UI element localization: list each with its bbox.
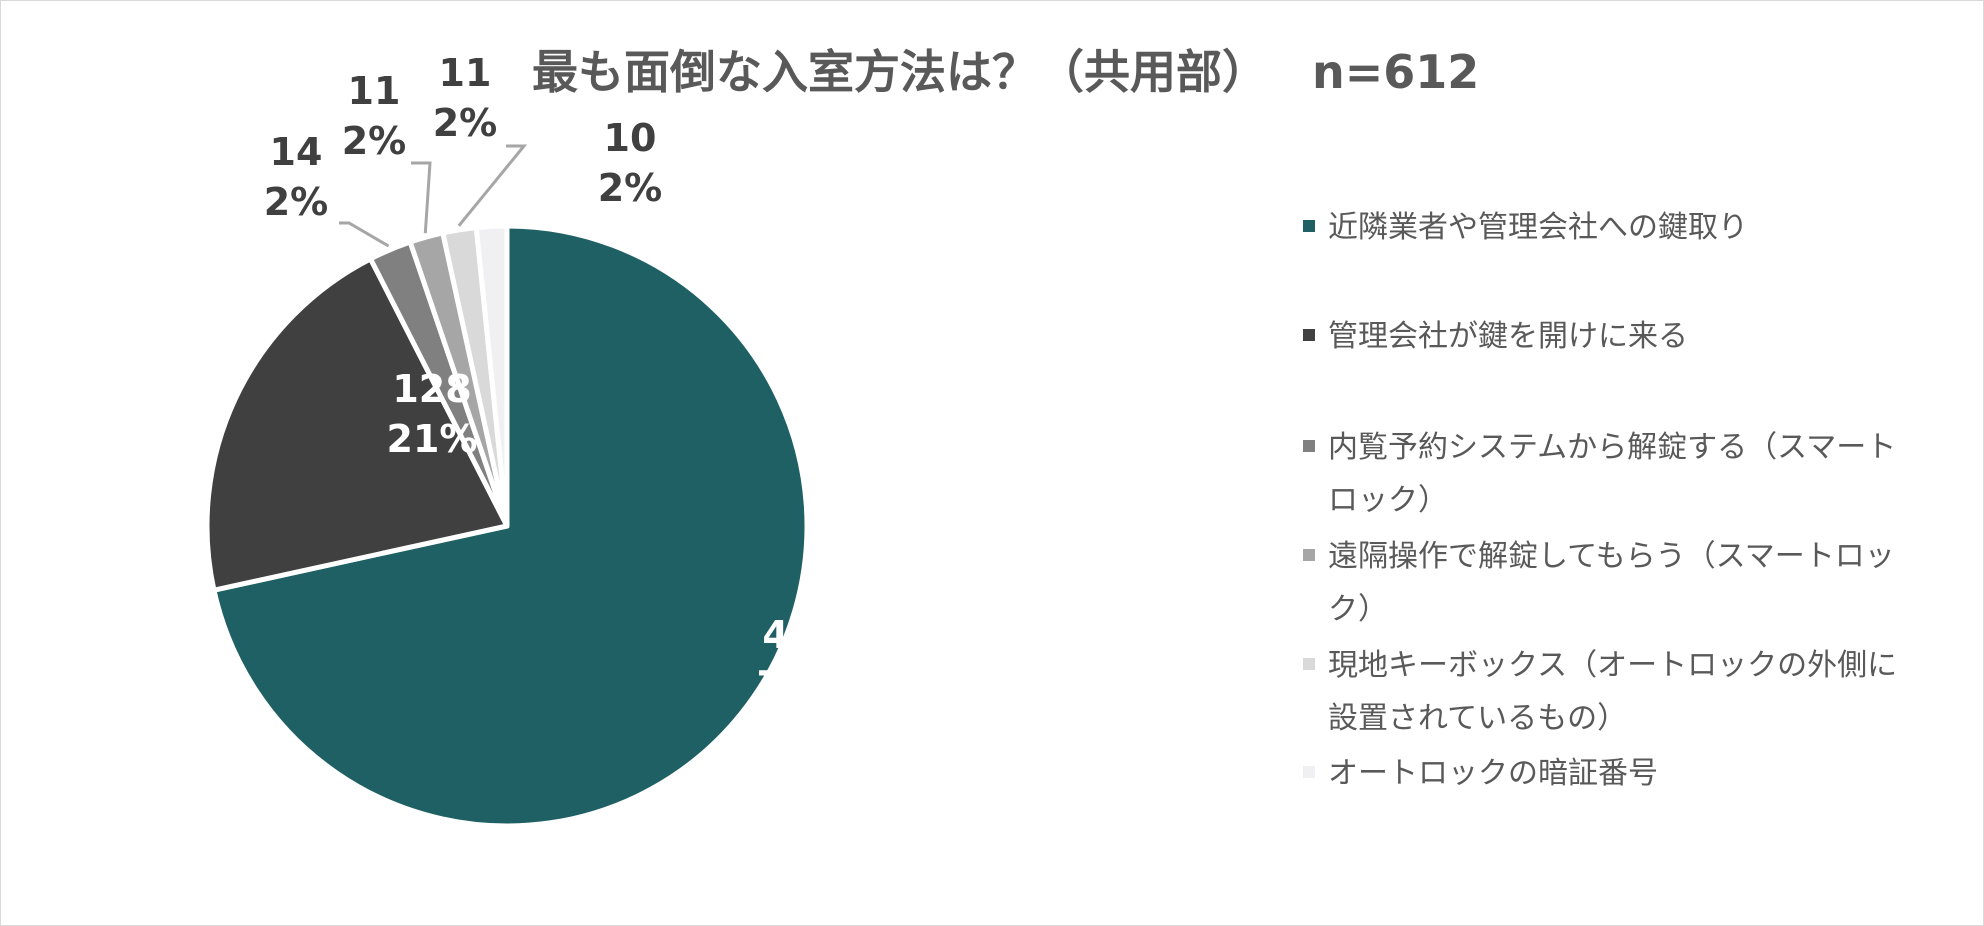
chart-title: 最も面倒な入室方法は？（共用部） (532, 45, 1268, 99)
slice-percent-label-4: 2% (342, 119, 407, 163)
legend-label-1-line-1: 近隣業者や管理会社への鍵取り (1328, 210, 1748, 245)
pie-slices (204, 223, 810, 829)
legend-label-3-line-1: 内覧予約システムから解錠する（スマート (1328, 430, 1896, 465)
slice-value-label-6: 10 (604, 116, 657, 160)
legend-label-3-line-2: ロック） (1328, 483, 1448, 518)
chart-sample-size: n=612 (1312, 45, 1479, 99)
legend-swatch-1 (1303, 220, 1315, 232)
legend-swatch-4 (1303, 549, 1315, 561)
legend-label-4-line-2: ク） (1328, 592, 1388, 627)
legend-label-5-line-1: 現地キーボックス（オートロックの外側に (1328, 648, 1897, 683)
slice-percent-label-1: 71% (757, 663, 848, 707)
legend-swatch-6 (1303, 766, 1315, 778)
slice-value-label-5: 11 (439, 51, 492, 95)
data-labels: 438 71% 128 21% 14 2% 11 2% 11 2% 10 2% (264, 51, 848, 707)
slice-percent-label-2: 21% (387, 417, 478, 461)
legend-swatch-3 (1303, 440, 1315, 452)
slice-value-label-2: 128 (392, 367, 471, 411)
slice-percent-label-3: 2% (264, 180, 329, 224)
legend-label-5-line-2: 設置されているもの） (1328, 701, 1627, 736)
legend-label-4-line-1: 遠隔操作で解錠してもらう（スマートロッ (1328, 539, 1895, 574)
legend-swatch-2 (1303, 329, 1315, 341)
legend-swatch-5 (1303, 658, 1315, 670)
pie-slice-6 (473, 223, 510, 529)
leader-line-5 (457, 144, 528, 227)
legend: 近隣業者や管理会社への鍵取り管理会社が鍵を開けに来る内覧予約システムから解錠する… (1303, 210, 1897, 791)
slice-value-label-1: 438 (762, 613, 841, 657)
leader-lines (339, 144, 528, 248)
leader-line-3 (339, 221, 390, 248)
legend-label-6-line-1: オートロックの暗証番号 (1328, 756, 1658, 791)
pie-slice-1 (211, 223, 810, 829)
slice-value-label-4: 11 (348, 69, 401, 113)
pie-slice-2 (204, 256, 510, 593)
leader-line-4 (411, 161, 432, 234)
slice-percent-label-5: 2% (433, 101, 498, 145)
slice-value-label-3: 14 (270, 130, 323, 174)
legend-label-2-line-1: 管理会社が鍵を開けに来る (1328, 319, 1688, 354)
slice-percent-label-6: 2% (598, 166, 663, 210)
